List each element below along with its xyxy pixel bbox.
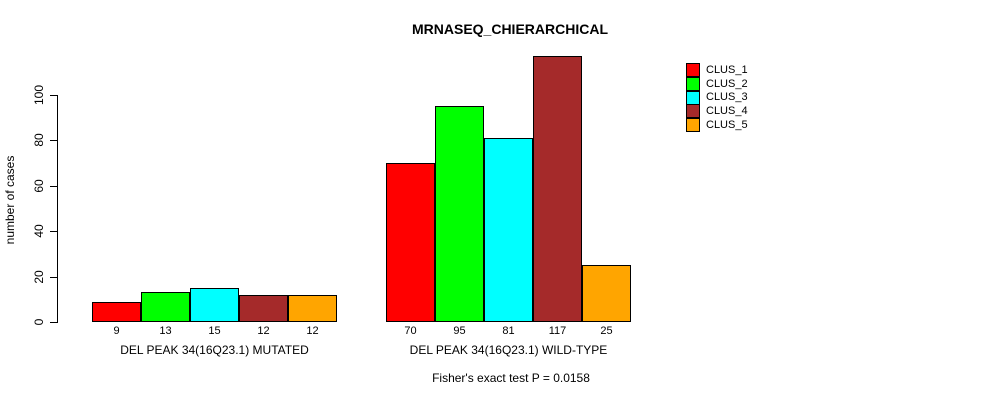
legend-item-clus_5: CLUS_5 — [686, 118, 748, 133]
bar-value-label: 70 — [404, 325, 417, 337]
y-tick-label: 60 — [32, 179, 46, 193]
y-axis-label: number of cases — [3, 155, 17, 245]
chart-title: MRNASEQ_CHIERARCHICAL — [411, 21, 609, 37]
bar-clus_4-group1 — [239, 294, 288, 322]
legend-swatch — [686, 90, 700, 105]
bar-clus_3-group2 — [484, 138, 533, 322]
bar-clus_1-group1 — [92, 301, 141, 322]
legend-label: CLUS_5 — [706, 119, 748, 132]
legend-item-clus_2: CLUS_2 — [686, 76, 748, 91]
bar-value-label: 81 — [502, 325, 515, 337]
legend-item-clus_1: CLUS_1 — [686, 62, 748, 77]
y-tick — [50, 140, 57, 142]
bar-value-label: 9 — [113, 325, 120, 337]
y-tick-label: 80 — [32, 133, 46, 148]
bar-clus_4-group2 — [533, 56, 582, 322]
y-tick — [50, 276, 57, 278]
legend-label: CLUS_3 — [706, 91, 748, 104]
y-tick-label: 20 — [32, 269, 46, 284]
bar-clus_1-group2 — [386, 163, 435, 322]
legend-label: CLUS_2 — [706, 77, 748, 90]
y-tick-label: 100 — [32, 84, 46, 106]
y-tick-label: 0 — [32, 318, 46, 326]
legend-label: CLUS_4 — [706, 105, 748, 118]
bar-clus_2-group2 — [435, 106, 484, 322]
bar-value-label: 13 — [159, 325, 172, 337]
y-axis-line — [57, 95, 58, 323]
y-tick — [50, 95, 57, 96]
bar-value-label: 12 — [306, 325, 319, 337]
bar-value-label: 12 — [257, 325, 270, 337]
group-label-1: DEL PEAK 34(16Q23.1) MUTATED — [120, 343, 309, 357]
legend-swatch — [686, 76, 700, 91]
bar-value-label: 15 — [208, 325, 221, 337]
legend-label: CLUS_1 — [706, 63, 748, 76]
bar-value-label: 95 — [453, 325, 466, 337]
legend-item-clus_3: CLUS_3 — [686, 90, 748, 105]
y-tick — [50, 322, 57, 323]
legend-swatch — [686, 104, 700, 119]
legend-swatch — [686, 118, 700, 133]
fisher-test-annotation: Fisher's exact test P = 0.0158 — [432, 371, 590, 385]
bar-clus_5-group1 — [288, 294, 337, 322]
bar-clus_2-group1 — [141, 292, 190, 322]
legend-item-clus_4: CLUS_4 — [686, 104, 748, 119]
bar-clus_3-group1 — [190, 287, 239, 322]
y-tick — [50, 185, 57, 187]
bar-value-label: 25 — [600, 325, 613, 337]
bar-value-label: 117 — [548, 325, 567, 337]
y-tick-label: 40 — [32, 224, 46, 238]
legend-swatch — [686, 62, 700, 77]
y-tick — [50, 231, 57, 233]
bar-clus_5-group2 — [582, 265, 631, 322]
group-label-2: DEL PEAK 34(16Q23.1) WILD-TYPE — [409, 343, 608, 357]
legend: CLUS_1 CLUS_2 CLUS_3 CLUS_4 CLUS_5 — [686, 62, 748, 133]
